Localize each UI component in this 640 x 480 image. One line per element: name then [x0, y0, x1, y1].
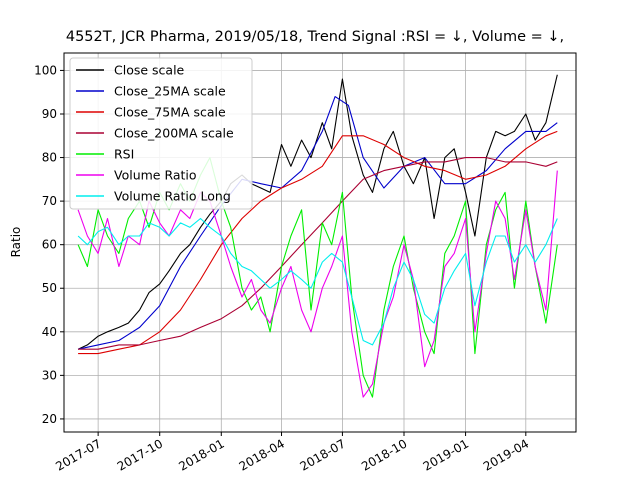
series-layer: [77, 74, 558, 398]
y-tick-label: 20: [42, 412, 57, 426]
legend-label: RSI: [114, 147, 134, 162]
legend-label: Close_25MA scale: [114, 84, 226, 99]
y-axis-label: Ratio: [9, 227, 23, 258]
y-tick-label: 50: [42, 281, 57, 295]
plot-frame: [63, 52, 577, 433]
y-tick-label: 60: [42, 238, 57, 252]
y-tick-label: 30: [42, 368, 57, 382]
legend-label: Close_75MA scale: [114, 105, 226, 120]
series-line: [78, 130, 558, 355]
legend-box: [69, 57, 253, 210]
legend: Close scale Close_25MA scale Close_75MA sc…: [69, 57, 253, 210]
y-tick-label: 100: [34, 63, 57, 77]
series-line: [77, 217, 558, 346]
series-line: [77, 74, 558, 350]
y-tick-label: 90: [42, 107, 57, 121]
legend-label: Close_200MA scale: [114, 126, 234, 141]
y-tick-label: 70: [42, 194, 57, 208]
legend-label: Close scale: [114, 63, 185, 78]
series-line: [77, 96, 558, 350]
legend-label: Volume Ratio: [114, 168, 197, 183]
legend-label: Volume Ratio Long: [114, 189, 231, 204]
chart-title: 4552T, JCR Pharma, 2019/05/18, Trend Sig…: [66, 29, 564, 45]
y-axis: 20 30 40 50 60 70 80 90 100: [34, 63, 64, 426]
y-tick-label: 40: [42, 325, 57, 339]
y-tick-label: 80: [42, 151, 57, 165]
series-line: [77, 170, 558, 398]
